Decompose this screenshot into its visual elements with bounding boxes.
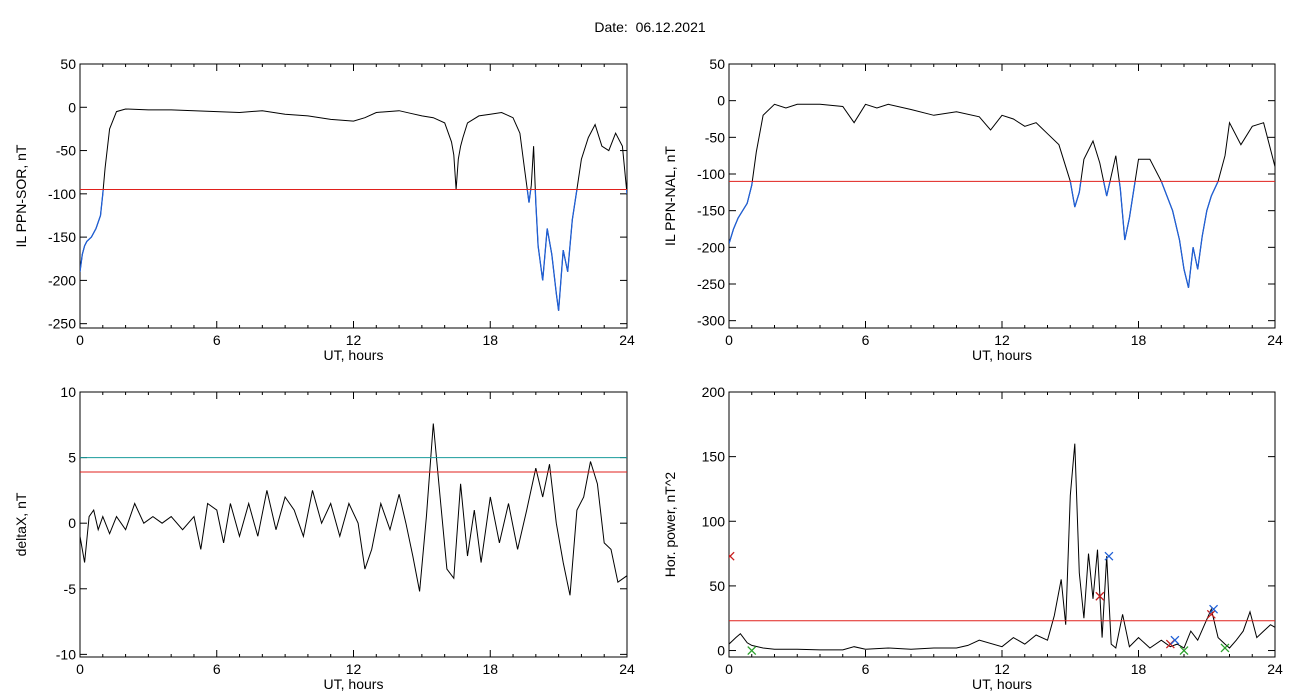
y-tick-label: -150 <box>697 203 725 219</box>
y-tick-label: 10 <box>60 384 76 400</box>
chart-hor-power: 200 150 100 50 00 6 12 18 24 UT, hours Hor. power,… <box>662 384 1283 692</box>
x-tick-label: 6 <box>213 332 221 348</box>
x-tick-label: 18 <box>482 661 498 677</box>
y-tick-label: 100 <box>702 513 726 529</box>
x-tick-label: 0 <box>725 332 733 348</box>
x-tick-label: 24 <box>619 661 635 677</box>
y-tick-label: 50 <box>709 578 725 594</box>
y-tick-label: -200 <box>48 272 76 288</box>
y-tick-label: -250 <box>48 316 76 332</box>
y-tick-label: 50 <box>709 56 725 72</box>
series-line <box>80 423 627 596</box>
y-axis-label: deltaX, nT <box>13 492 29 556</box>
x-tick-label: 24 <box>1267 332 1283 348</box>
plot-frame <box>728 391 1276 658</box>
page-title: Date: 06.12.2021 <box>594 19 706 35</box>
x-tick-label: 18 <box>1131 332 1147 348</box>
y-tick-label: 5 <box>68 450 76 466</box>
y-tick-label: -100 <box>48 186 76 202</box>
y-tick-label: 0 <box>717 643 725 659</box>
plot-frame <box>79 391 628 658</box>
y-tick-label: -250 <box>697 276 725 292</box>
marker-green <box>1179 646 1189 655</box>
x-tick-label: 0 <box>725 661 733 677</box>
y-tick-label: 200 <box>702 384 726 400</box>
series-line <box>80 108 627 311</box>
marker-green <box>747 646 757 655</box>
marker-blue <box>1209 604 1219 614</box>
y-axis-label: IL PPN-SOR, nT <box>13 144 29 247</box>
series-line <box>729 443 1275 651</box>
marker-blue <box>1104 551 1114 561</box>
x-axis-label: UT, hours <box>972 347 1032 363</box>
y-tick-label: 0 <box>717 93 725 109</box>
x-tick-label: 18 <box>482 332 498 348</box>
marker-red <box>1095 591 1105 601</box>
x-tick-label: 6 <box>862 661 870 677</box>
y-tick-label: -150 <box>48 229 76 245</box>
x-axis-label: UT, hours <box>324 676 384 692</box>
marker-red <box>1206 609 1216 619</box>
y-tick-label: -200 <box>697 239 725 255</box>
x-tick-label: 12 <box>346 661 362 677</box>
x-tick-label: 24 <box>1267 661 1283 677</box>
x-tick-label: 12 <box>346 332 362 348</box>
marker-green <box>1220 643 1230 653</box>
y-tick-label: 150 <box>702 449 726 465</box>
y-tick-label: 0 <box>68 515 76 531</box>
y-tick-label: 50 <box>60 56 76 72</box>
plot-frame <box>79 63 628 329</box>
x-axis-label: UT, hours <box>324 347 384 363</box>
y-tick-label: -10 <box>56 646 76 662</box>
x-tick-label: 0 <box>76 332 84 348</box>
x-tick-label: 0 <box>76 661 84 677</box>
y-tick-label: 0 <box>68 99 76 115</box>
x-tick-label: 24 <box>619 332 635 348</box>
x-tick-label: 6 <box>862 332 870 348</box>
series-line-below-threshold <box>80 189 627 311</box>
y-tick-label: -100 <box>697 166 725 182</box>
y-tick-label: -50 <box>705 129 725 145</box>
y-tick-label: -5 <box>64 581 77 597</box>
x-axis-label: UT, hours <box>972 676 1032 692</box>
y-axis-label: Hor. power, nT^2 <box>662 472 678 578</box>
y-tick-label: -50 <box>56 143 76 159</box>
x-tick-label: 12 <box>994 332 1010 348</box>
marker-blue <box>1170 635 1180 645</box>
y-tick-label: -300 <box>697 313 725 329</box>
x-tick-label: 6 <box>213 661 221 677</box>
x-tick-label: 18 <box>1131 661 1147 677</box>
series-line <box>729 103 1275 288</box>
series-line-below-threshold <box>729 181 1219 288</box>
plot-frame <box>728 63 1276 329</box>
x-tick-label: 12 <box>994 661 1010 677</box>
marker-red <box>729 551 735 561</box>
y-axis-label: IL PPN-NAL, nT <box>662 146 678 246</box>
